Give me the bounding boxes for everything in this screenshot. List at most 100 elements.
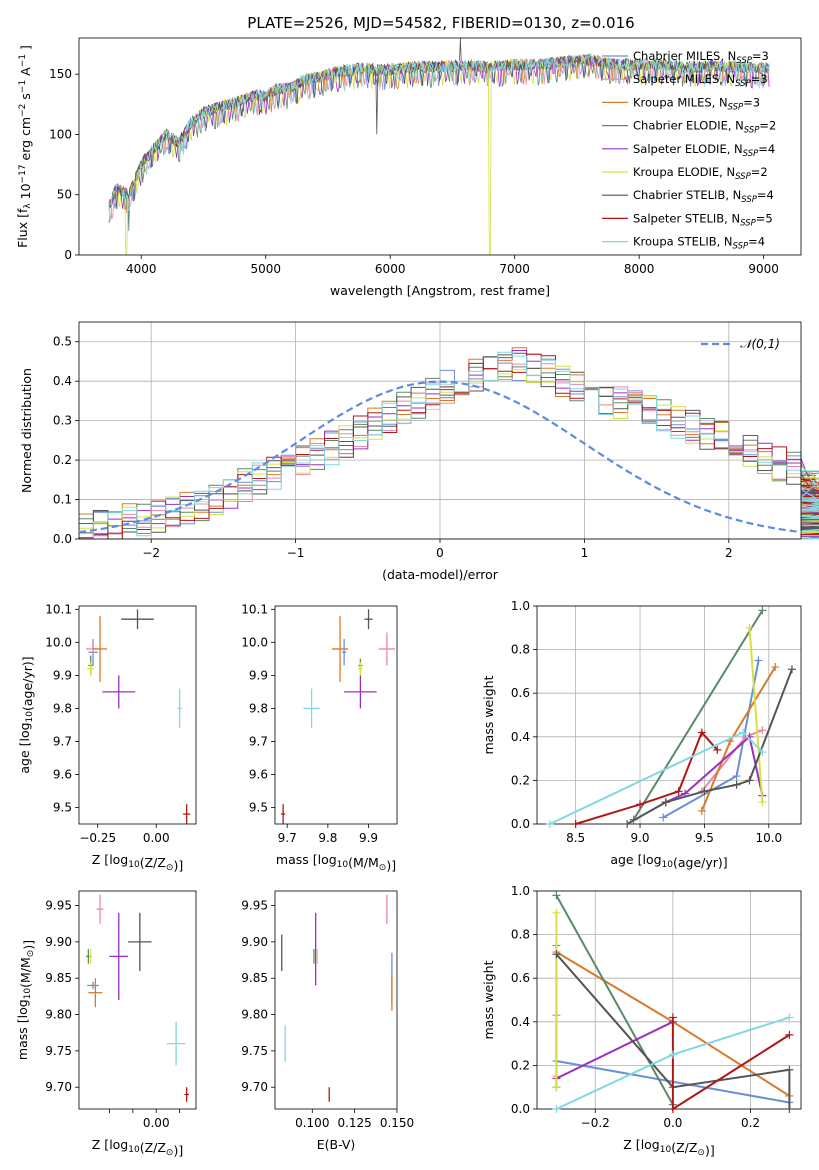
label-part: )] [386,858,396,873]
label-part: )] [705,1143,715,1158]
y-tick-label: 9.90 [241,935,268,949]
legend-label-n: =3 [751,72,768,86]
weight-marker [552,950,561,959]
label-part: −1 [18,80,28,93]
label-sub: 10 [25,711,35,723]
weight-marker [739,728,748,737]
weight-marker [785,1105,794,1113]
y-tick-label: 9.70 [45,1080,72,1094]
y-tick-label: 0.6 [511,686,530,700]
legend-label: Kroupa MILES, NSSP=3 [633,95,760,112]
histogram-step [79,351,819,540]
weight-marker [552,1083,561,1092]
y-tick-label: 9.80 [45,1008,72,1022]
legend-label-sub: SSP [741,195,757,205]
weight-marker [697,806,706,815]
legend-label-name: Kroupa ELODIE, N [633,165,735,179]
normal-reference-curve [78,380,802,534]
x-axis-label: Z [log10(Z/Z⊙)] [92,1137,183,1158]
y-tick-label: 9.5 [249,800,268,814]
y-tick-label: 0.1 [53,493,72,507]
legend-label: Kroupa STELIB, NSSP=4 [633,235,765,252]
x-tick-label: −2 [142,546,160,560]
label-part: −17 [18,164,28,183]
y-tick-label: 9.90 [45,935,72,949]
label-part: mass [ [276,852,318,867]
label-part: Z [ [623,1137,640,1152]
x-tick-label: −1 [287,546,305,560]
label-part: age [ [610,852,642,867]
label-part: log [109,1137,128,1152]
spectrum-lines [108,38,770,255]
y-tick-label: 0.4 [53,374,72,388]
label-part: wavelength [Angstrom, rest frame] [330,283,550,298]
label-part: A [18,67,33,76]
x-tick-label: 10.0 [755,831,782,845]
label-part: Z [ [92,852,109,867]
legend-label-n: =4 [748,235,765,249]
label-part: (M/M [348,855,379,870]
weight-series-line [555,1020,674,1088]
y-tick-label: 0.2 [511,1058,530,1072]
label-part: Flux [f [15,208,30,248]
label-part: (age/yr)] [673,855,728,870]
label-sub: 10 [128,1145,140,1155]
weight-marker [668,1013,677,1022]
legend-label: Salpeter MILES, NSSP=3 [633,72,768,89]
plot-frame [274,605,398,825]
weight-series-line [671,1017,790,1111]
label-sub: 10 [128,860,140,870]
plot-frame [78,37,802,256]
y-tick-label: 10.0 [45,635,72,649]
legend-label-n: =2 [759,119,776,133]
label-part: −1 [18,54,28,67]
y-axis-label: Normed distribution [19,368,34,493]
weight-marker [545,820,554,828]
weight-marker [758,606,767,615]
plot-frame [78,890,197,1110]
y-tick-label: 9.7 [53,734,72,748]
label-part: Z [ [92,1137,109,1152]
y-tick-label: 0.0 [511,817,530,831]
label-part: log [109,852,128,867]
weight-marker [552,908,561,917]
plot-frame [78,321,802,540]
x-tick-label: 0.100 [295,1116,329,1130]
y-axis-label: mass weight [481,960,496,1039]
legend-label-n: =3 [743,95,760,109]
label-part: log [15,999,30,1018]
x-tick-label: 0 [436,546,444,560]
label-part: ⊙ [26,950,36,958]
label-part: λ [23,203,33,209]
label-sub: 10 [662,860,674,870]
weight-marker [758,748,767,757]
label-part: log [318,852,337,867]
y-tick-label: 9.75 [45,1044,72,1058]
y-tick-label: 0.2 [511,773,530,787]
label-part: log [641,1137,660,1152]
legend-label: 𝒩(0,1) [740,337,780,351]
x-tick-label: 2 [725,546,733,560]
y-tick-label: 0.0 [53,532,72,546]
legend-label: Chabrier STELIB, NSSP=4 [633,188,774,205]
x-axis-label: wavelength [Angstrom, rest frame] [330,283,550,298]
weight-marker [785,1065,794,1074]
weight-marker [732,772,741,781]
legend-label: Chabrier MILES, NSSP=3 [633,49,769,66]
y-tick-label: 9.80 [241,1008,268,1022]
x-tick-label: −0.25 [79,831,116,845]
legend-label-sub: SSP [735,172,751,182]
weight-marker [668,1105,677,1113]
y-tick-label: 0.2 [53,453,72,467]
y-tick-label: 0 [64,248,72,262]
label-part: mass weight [481,675,496,754]
mass-vs-age-panel: 9.7 9.8 9.9 9.5 9.6 9.7 9.8 9.9 10.0 10.1 mass [lo… [241,602,398,873]
x-tick-label: 9000 [748,262,779,276]
weight-marker [552,891,561,900]
histogram-step [79,350,819,540]
weight-series-line [555,894,674,1106]
y-tick-label: 0.8 [511,643,530,657]
legend-label: Salpeter ELODIE, NSSP=4 [633,142,775,159]
label-sub: 10 [23,988,33,1000]
